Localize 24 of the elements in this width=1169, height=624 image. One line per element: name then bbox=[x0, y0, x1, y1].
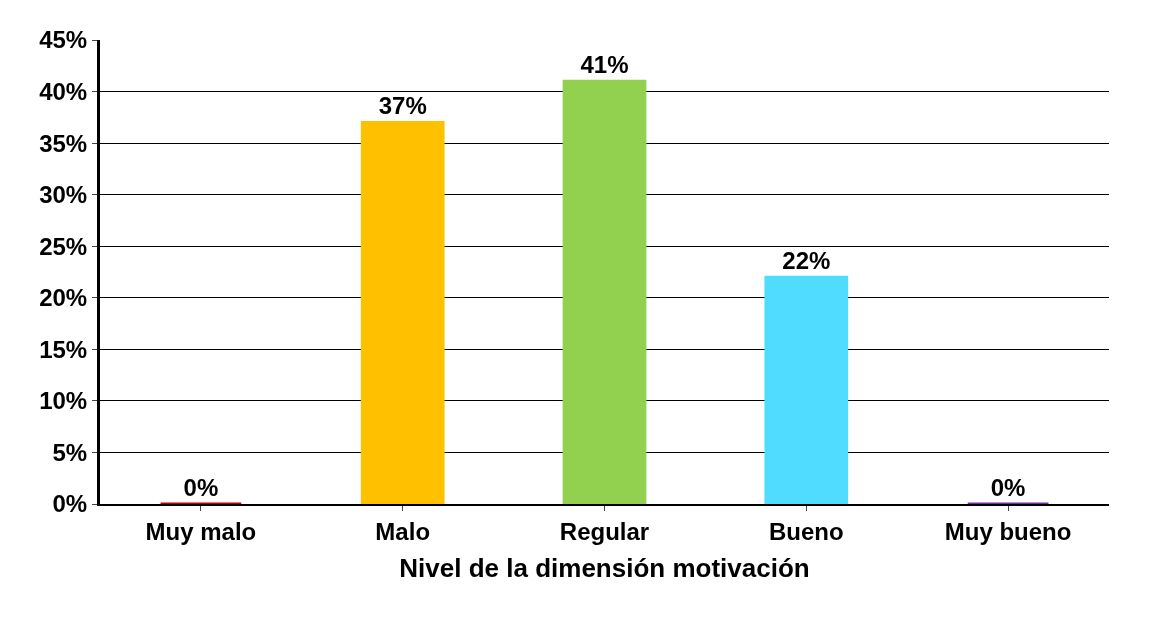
x-tick-label: Muy malo bbox=[145, 517, 257, 545]
y-tick-label: 35% bbox=[39, 129, 88, 157]
data-label: 0% bbox=[183, 474, 219, 501]
y-tick-label: 45% bbox=[39, 26, 88, 54]
y-tick-label: 5% bbox=[52, 438, 88, 466]
y-tick-label: 30% bbox=[39, 181, 88, 209]
y-tick-label: 25% bbox=[39, 232, 88, 260]
x-tick-label: Muy bueno bbox=[944, 517, 1072, 545]
y-tick-label: 15% bbox=[39, 335, 88, 363]
x-tick-label: Regular bbox=[559, 517, 650, 545]
bar bbox=[360, 120, 445, 504]
bar bbox=[562, 79, 647, 504]
x-tick-label: Malo bbox=[375, 517, 431, 545]
data-label: 0% bbox=[990, 474, 1026, 501]
x-tick-label: Bueno bbox=[768, 517, 844, 545]
x-axis-title: Nivel de la dimensión motivación bbox=[399, 553, 810, 583]
y-tick-label: 10% bbox=[39, 387, 88, 415]
y-tick-label: 40% bbox=[39, 77, 88, 105]
data-label: 41% bbox=[580, 51, 629, 79]
data-label: 37% bbox=[378, 92, 427, 120]
bar bbox=[764, 275, 849, 504]
y-tick-label: 20% bbox=[39, 284, 88, 312]
y-tick-label: 0% bbox=[52, 490, 88, 518]
data-label: 22% bbox=[782, 247, 831, 275]
